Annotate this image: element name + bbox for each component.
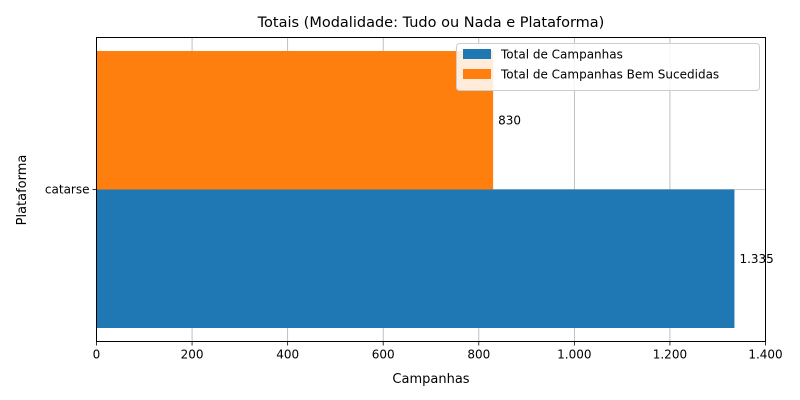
legend: Total de Campanhas Total de Campanhas Bem… xyxy=(456,43,760,91)
y-axis-label: Plataforma xyxy=(15,155,30,226)
bar-value-label: 830 xyxy=(498,113,521,127)
chart-title: Totais (Modalidade: Tudo ou Nada e Plata… xyxy=(257,15,605,31)
x-axis-label: Campanhas xyxy=(392,372,469,387)
y-tick-label: catarse xyxy=(45,183,90,197)
x-tick-label: 600 xyxy=(372,348,395,362)
x-tick-label: 800 xyxy=(467,348,490,362)
bar-1 xyxy=(96,51,494,190)
bar-0 xyxy=(96,189,735,328)
legend-swatch xyxy=(463,49,491,59)
x-tick-label: 0 xyxy=(93,348,101,362)
bar-value-label: 1.335 xyxy=(739,252,773,266)
x-tick-label: 200 xyxy=(181,348,204,362)
x-tick-label: 400 xyxy=(276,348,299,362)
x-tick-label: 1.400 xyxy=(748,348,782,362)
legend-label: Total de Campanhas Bem Sucedidas xyxy=(500,68,719,82)
legend-label: Total de Campanhas xyxy=(500,48,623,62)
bars xyxy=(96,51,735,328)
legend-swatch xyxy=(463,69,491,79)
x-tick-label: 1.200 xyxy=(653,348,687,362)
y-axis-ticks: catarse xyxy=(45,183,97,197)
x-tick-label: 1.000 xyxy=(557,348,591,362)
legend-frame xyxy=(456,43,760,91)
x-axis-ticks: 0 200 400 600 800 1.000 1.200 1.400 xyxy=(93,341,783,362)
